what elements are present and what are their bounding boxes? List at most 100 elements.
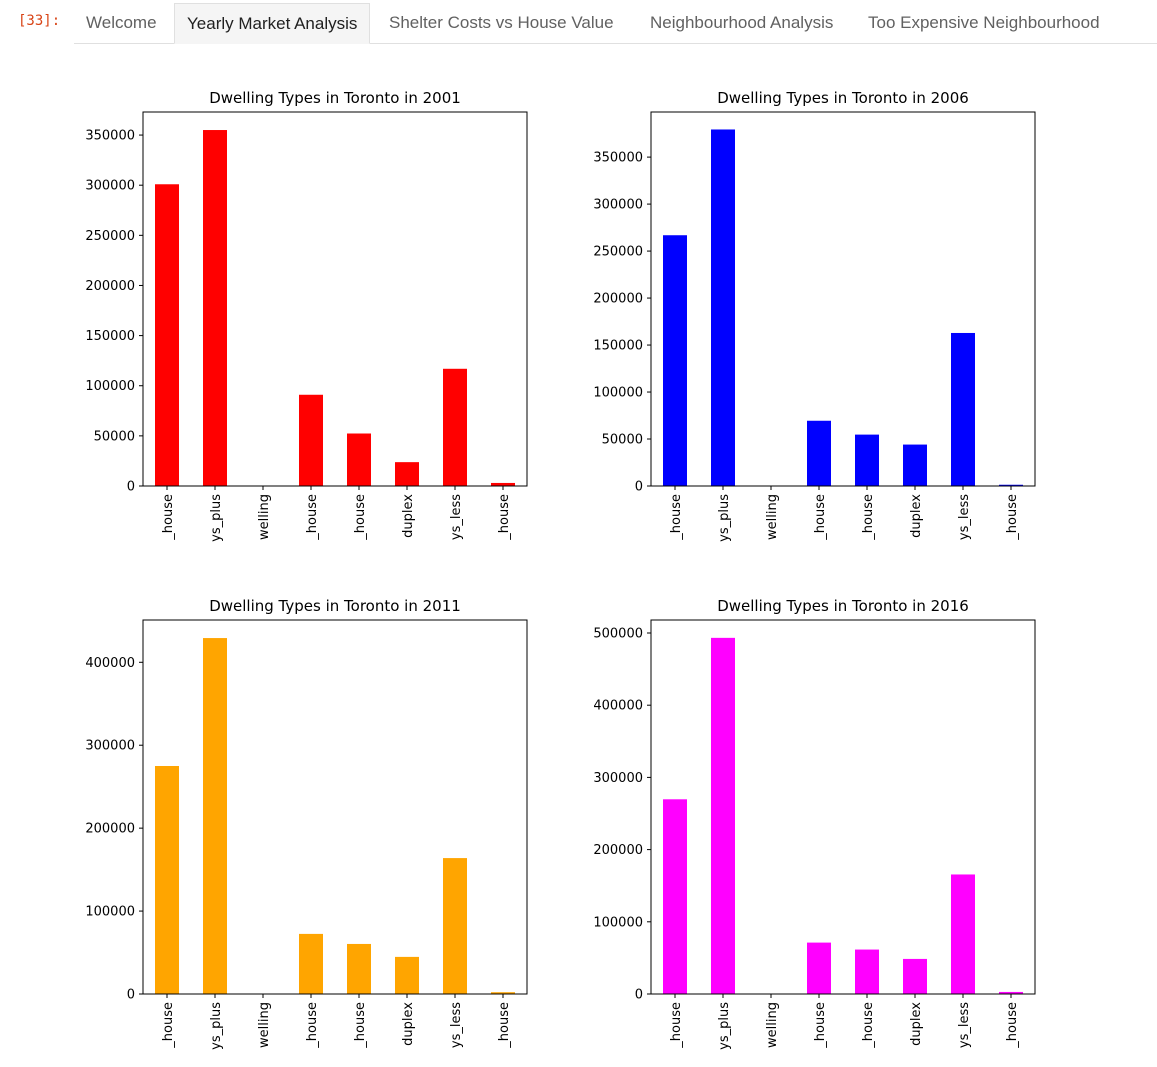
bar: [663, 235, 687, 486]
x-tick-label: duplex: [909, 1002, 924, 1046]
x-tick-label: _house: [813, 1002, 828, 1049]
bar: [347, 433, 371, 486]
tab-shelter-costs-vs-house-value[interactable]: Shelter Costs vs House Value: [389, 13, 614, 32]
x-tick-label: ys_plus: [209, 1002, 224, 1050]
tab-too-expensive-neighbourhood[interactable]: Too Expensive Neighbourhood: [868, 13, 1100, 32]
x-tick-label: duplex: [401, 1002, 416, 1046]
x-tick-label: ys_less: [449, 494, 464, 540]
bar: [491, 482, 515, 486]
x-tick-label: _house: [669, 494, 684, 541]
bar: [491, 992, 515, 994]
y-tick-label: 300000: [593, 198, 643, 213]
y-tick-label: 200000: [593, 843, 643, 858]
x-tick-label: _house: [669, 1002, 684, 1049]
y-tick-label: 200000: [85, 822, 135, 837]
plot-frame: [650, 111, 1036, 487]
bar: [999, 484, 1023, 486]
bar: [999, 991, 1023, 994]
x-tick-label: _house: [1005, 494, 1020, 541]
y-tick-label: 300000: [85, 739, 135, 754]
y-tick-label: 0: [127, 988, 135, 1003]
bar: [347, 943, 371, 994]
bar: [711, 129, 735, 486]
chart-4: Dwelling Types in Toronto in 2016 _house y…: [593, 597, 1036, 1050]
x-tick-label: _house: [497, 1002, 512, 1049]
y-tick-label: 50000: [602, 433, 643, 448]
y-tick-label: 0: [635, 988, 643, 1003]
x-tick-label: _house: [305, 494, 320, 541]
bar: [855, 949, 879, 994]
tab-bar: Welcome Yearly Market Analysis Shelter C…: [74, 0, 1157, 44]
bar: [155, 766, 179, 994]
chart-title: Dwelling Types in Toronto in 2001: [209, 89, 461, 107]
bar: [203, 638, 227, 994]
y-tick-label: 150000: [85, 329, 135, 344]
bar: [903, 958, 927, 994]
tab-yearly-market-analysis[interactable]: Yearly Market Analysis: [174, 3, 371, 44]
bar: [299, 394, 323, 486]
y-tick-label: 200000: [85, 279, 135, 294]
bar: [951, 874, 975, 994]
x-tick-label: _house: [861, 1002, 876, 1049]
x-tick-label: welling: [257, 1002, 272, 1048]
bar: [203, 130, 227, 487]
tab-welcome[interactable]: Welcome: [86, 13, 157, 32]
bar: [663, 799, 687, 994]
y-tick-label: 100000: [85, 905, 135, 920]
x-tick-label: _house: [161, 494, 176, 541]
bar: [711, 637, 735, 994]
y-tick-label: 50000: [94, 429, 135, 444]
y-tick-label: 100000: [85, 379, 135, 394]
chart-2: Dwelling Types in Toronto in 2006 _house y…: [593, 89, 1036, 542]
bar: [807, 942, 831, 994]
bar: [951, 332, 975, 486]
bar: [903, 444, 927, 486]
x-tick-label: ys_less: [957, 1002, 972, 1048]
y-tick-label: 250000: [593, 245, 643, 260]
x-tick-label: welling: [257, 494, 272, 540]
y-tick-label: 100000: [593, 915, 643, 930]
bar: [443, 368, 467, 486]
x-tick-label: ys_less: [449, 1002, 464, 1048]
plot-frame: [650, 619, 1036, 995]
x-tick-label: _house: [497, 494, 512, 541]
x-tick-label: duplex: [909, 494, 924, 538]
bar: [807, 420, 831, 486]
x-tick-label: ys_plus: [209, 494, 224, 542]
y-tick-label: 150000: [593, 339, 643, 354]
bar: [443, 858, 467, 994]
x-tick-label: _house: [353, 494, 368, 541]
y-tick-label: 400000: [593, 699, 643, 714]
bar: [855, 434, 879, 486]
y-tick-label: 500000: [593, 626, 643, 641]
x-tick-label: _house: [861, 494, 876, 541]
x-tick-label: duplex: [401, 494, 416, 538]
y-tick-label: 300000: [85, 179, 135, 194]
x-tick-label: _house: [1005, 1002, 1020, 1049]
chart-3: Dwelling Types in Toronto in 2011 _house y…: [85, 597, 528, 1050]
bar: [155, 184, 179, 486]
x-tick-label: welling: [765, 1002, 780, 1048]
bar: [299, 933, 323, 994]
x-tick-label: _house: [813, 494, 828, 541]
y-tick-label: 100000: [593, 386, 643, 401]
cell-prompt: [33]:: [18, 13, 61, 29]
x-tick-label: ys_less: [957, 494, 972, 540]
plot-frame: [142, 111, 528, 487]
x-tick-label: _house: [305, 1002, 320, 1049]
tab-neighbourhood-analysis[interactable]: Neighbourhood Analysis: [650, 13, 834, 32]
y-tick-label: 400000: [85, 656, 135, 671]
chart-title: Dwelling Types in Toronto in 2011: [209, 597, 461, 615]
chart-title: Dwelling Types in Toronto in 2016: [717, 597, 969, 615]
x-tick-label: ys_plus: [717, 1002, 732, 1050]
y-tick-label: 350000: [85, 129, 135, 144]
bar: [395, 462, 419, 486]
x-tick-label: _house: [161, 1002, 176, 1049]
x-tick-label: ys_plus: [717, 494, 732, 542]
x-tick-label: _house: [353, 1002, 368, 1049]
y-tick-label: 200000: [593, 292, 643, 307]
y-tick-label: 0: [127, 480, 135, 495]
y-tick-label: 350000: [593, 151, 643, 166]
y-tick-label: 0: [635, 480, 643, 495]
